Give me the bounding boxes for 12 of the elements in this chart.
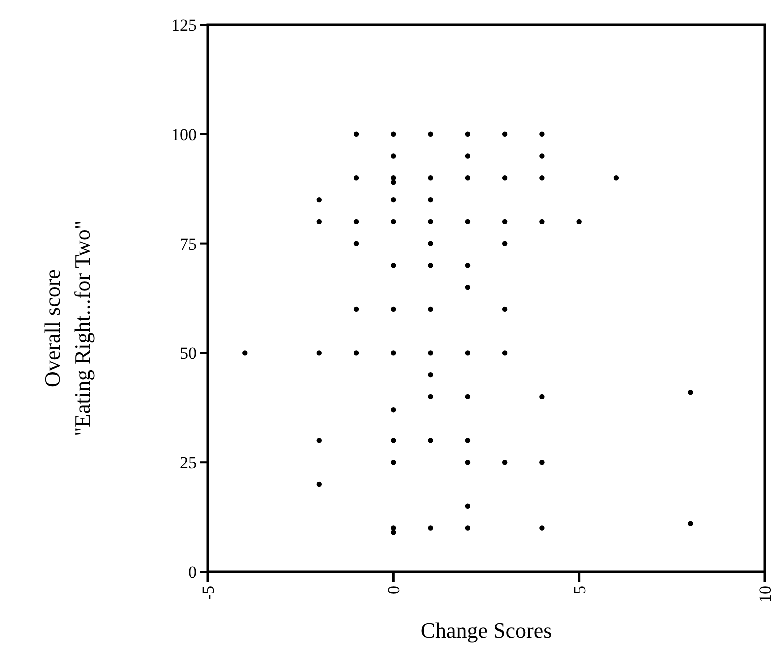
y-tick-label: 0 — [188, 562, 197, 582]
x-tick-label: 5 — [570, 586, 590, 594]
y-tick-label: 25 — [180, 454, 197, 473]
y-tick-label: 125 — [172, 16, 197, 35]
y-tick-label: 50 — [180, 344, 197, 364]
x-axis-title: Change Scores — [420, 618, 552, 643]
y-axis-title: Overall score "Eating Right...for Two" — [40, 220, 95, 436]
x-tick-label: -5 — [198, 586, 218, 600]
y-tick-label: 100 — [172, 125, 197, 144]
x-tick-label: 0 — [384, 586, 404, 594]
x-tick-label: 10 — [756, 586, 775, 603]
y-tick-label: 75 — [180, 234, 197, 254]
